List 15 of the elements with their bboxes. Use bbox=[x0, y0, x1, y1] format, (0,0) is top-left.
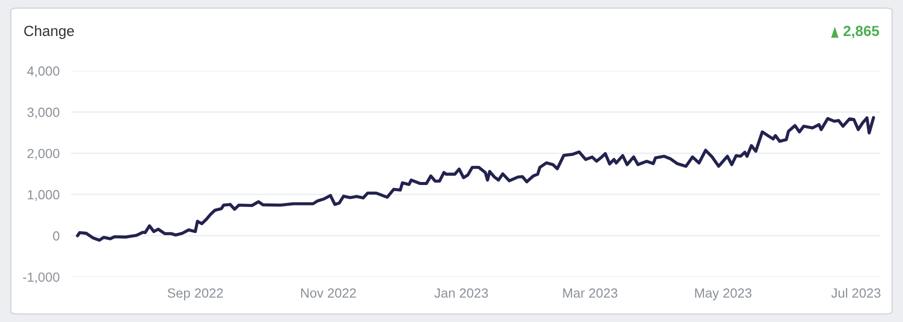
y-tick-label: 4,000 bbox=[27, 66, 60, 78]
y-tick-label: 3,000 bbox=[27, 108, 60, 119]
chart-title: Change bbox=[24, 25, 74, 39]
y-tick-label: 1,000 bbox=[28, 190, 60, 201]
x-tick-label: Jul 2023 bbox=[831, 288, 880, 298]
text: 2,865 bbox=[844, 26, 880, 38]
y-tick-label: 2,000 bbox=[28, 148, 60, 160]
x-tick-label: Mar 2023 bbox=[563, 288, 618, 298]
y-tick-label: -1,000 bbox=[23, 272, 60, 284]
x-tick-label: Jan 2023 bbox=[434, 288, 488, 298]
x-tick-label: May 2023 bbox=[695, 288, 752, 300]
y-tick-label: 0 bbox=[53, 231, 60, 241]
line-series bbox=[76, 116, 876, 242]
x-tick-label: Sep 2022 bbox=[168, 288, 223, 300]
x-tick-label: Nov 2022 bbox=[301, 288, 356, 298]
